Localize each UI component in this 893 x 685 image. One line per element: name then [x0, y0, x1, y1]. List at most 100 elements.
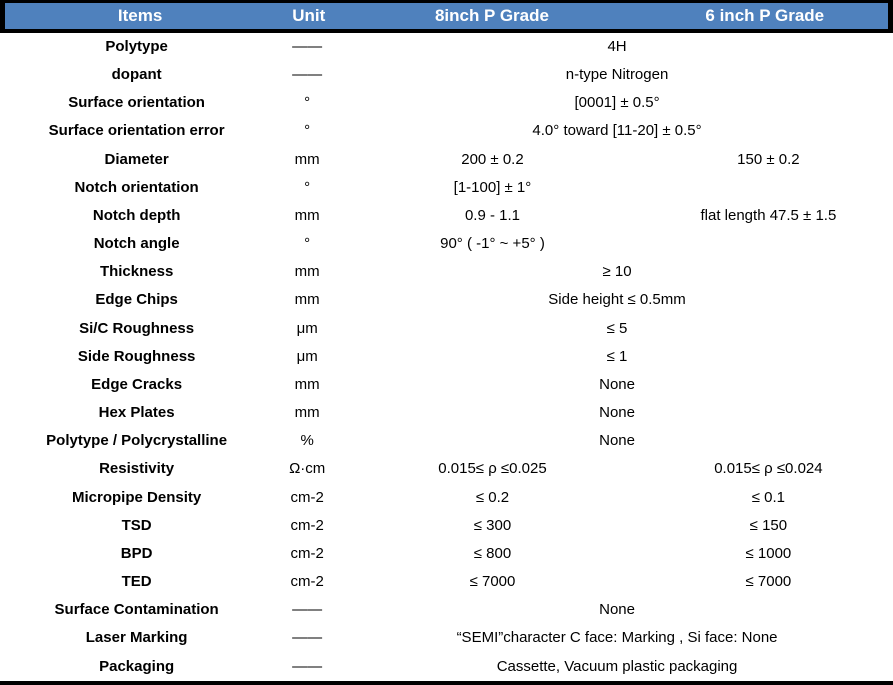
- merged-value: Side height ≤ 0.5mm: [548, 292, 686, 309]
- table-row: Edge Cracks mm None: [0, 371, 893, 399]
- table-row: Notch depth mm 0.9 - 1.1 flat length 47.5 ±…: [0, 202, 893, 230]
- unit-value: cm-2: [290, 517, 324, 534]
- value-8inch: 90° ( -1° ~ +5° ): [440, 236, 545, 253]
- merged-value: 4H: [607, 38, 627, 55]
- unit-value: μm: [296, 348, 318, 365]
- table-row: TED cm-2 ≤ 7000 ≤ 7000: [0, 568, 893, 596]
- table-row: Polytype / Polycrystalline% None: [0, 427, 893, 455]
- value-8inch: 200 ± 0.2: [461, 151, 524, 168]
- unit-value: °: [304, 95, 311, 112]
- unit-value: ——: [292, 602, 323, 619]
- merged-value: None: [599, 376, 635, 393]
- unit-value: Ω·cm: [289, 461, 326, 478]
- header-unit: Unit: [292, 6, 326, 25]
- table-header-row: Items Unit 8inch P Grade 6 inch P Grade: [0, 0, 893, 33]
- item-label: Notch orientation: [74, 179, 199, 196]
- item-label: Si/C Roughness: [79, 320, 195, 337]
- merged-value: None: [599, 433, 635, 450]
- unit-value: ——: [292, 67, 323, 83]
- unit-value: °: [304, 179, 311, 196]
- unit-value: cm-2: [290, 545, 324, 562]
- merged-value: None: [599, 602, 635, 619]
- item-label: Resistivity: [99, 461, 175, 478]
- table-row: Polytype —— 4H: [0, 33, 893, 61]
- table-row: TSD cm-2 ≤ 300 ≤ 150: [0, 512, 893, 540]
- item-label: dopant: [111, 67, 162, 83]
- merged-value: 4.0° toward [11-20] ± 0.5°: [532, 123, 702, 140]
- unit-value: ——: [292, 658, 323, 675]
- merged-value: Cassette, Vacuum plastic packaging: [496, 658, 738, 675]
- table-row: Thickness mm ≥ 10: [0, 258, 893, 286]
- value-8inch: 0.015≤ ρ ≤0.025: [438, 461, 547, 478]
- table-row: Laser Marking —— “SEMI”character C face: M…: [0, 625, 893, 653]
- item-label: Edge Cracks: [91, 376, 183, 393]
- table-row: Hex Plates mm None: [0, 399, 893, 427]
- table-row: Surface orientation error ° 4.0° toward [1…: [0, 118, 893, 146]
- item-label: Hex Plates: [98, 405, 175, 422]
- merged-value: [0001] ± 0.5°: [574, 95, 660, 112]
- unit-value: %: [300, 433, 314, 450]
- item-label: Diameter: [104, 151, 169, 168]
- merged-value: “SEMI”character C face: Marking , Si fac…: [456, 630, 778, 647]
- item-label: Surface orientation error: [48, 123, 225, 140]
- merged-value: ≤ 5: [606, 320, 628, 337]
- value-8inch: ≤ 7000: [469, 574, 516, 591]
- table-row: dopant —— n-type Nitrogen: [0, 61, 893, 89]
- header-items: Items: [117, 6, 163, 25]
- value-8inch: [1-100] ± 1°: [453, 179, 532, 196]
- merged-value: ≥ 10: [602, 264, 632, 281]
- value-6inch: ≤ 1000: [745, 545, 792, 562]
- header-6inch-p-grade: 6 inch P Grade: [705, 6, 825, 25]
- value-6inch: ≤ 7000: [745, 574, 792, 591]
- value-8inch: ≤ 0.2: [475, 489, 510, 506]
- table-row: Edge Chips mm Side height ≤ 0.5mm: [0, 287, 893, 315]
- item-label: Notch depth: [92, 207, 181, 224]
- value-6inch: ≤ 150: [749, 517, 788, 534]
- unit-value: mm: [294, 264, 320, 281]
- unit-value: ——: [292, 38, 323, 55]
- table-row: Notch orientation ° [1-100] ± 1°: [0, 174, 893, 202]
- value-8inch: ≤ 800: [473, 545, 512, 562]
- unit-value: cm-2: [290, 489, 324, 506]
- table-row: Side Roughness μm ≤ 1: [0, 343, 893, 371]
- item-label: Thickness: [99, 264, 174, 281]
- unit-value: °: [304, 123, 311, 140]
- unit-value: mm: [294, 207, 320, 224]
- value-6inch: 0.015≤ ρ ≤0.024: [714, 461, 823, 478]
- table-row: Micropipe Density cm-2 ≤ 0.2 ≤ 0.1: [0, 484, 893, 512]
- table-row: Notch angle ° 90° ( -1° ~ +5° ): [0, 230, 893, 258]
- table-body: Polytype —— 4H dopant —— n-type Nitrogen Surfa…: [0, 33, 893, 685]
- item-label: Surface orientation: [68, 95, 205, 112]
- item-label: Packaging: [99, 658, 175, 675]
- item-label: TED: [121, 574, 152, 591]
- table-row: BPD cm-2 ≤ 800 ≤ 1000: [0, 540, 893, 568]
- merged-value: None: [599, 405, 635, 422]
- value-6inch: flat length 47.5 ± 1.5: [700, 207, 837, 224]
- value-8inch: 0.9 - 1.1: [464, 207, 520, 224]
- table-row: Si/C Roughness μm ≤ 5: [0, 315, 893, 343]
- item-label: BPD: [120, 545, 153, 562]
- item-label: Notch angle: [93, 236, 180, 253]
- item-label: TSD: [121, 517, 152, 534]
- table-row: Diameter mm 200 ± 0.2 150 ± 0.2: [0, 146, 893, 174]
- unit-value: cm-2: [290, 574, 324, 591]
- value-6inch: 150 ± 0.2: [737, 151, 800, 168]
- value-6inch: ≤ 0.1: [751, 489, 786, 506]
- unit-value: °: [304, 236, 311, 253]
- value-8inch: ≤ 300: [473, 517, 512, 534]
- item-label: Edge Chips: [95, 292, 178, 309]
- item-label: Laser Marking: [85, 630, 188, 647]
- item-label: Surface Contamination: [54, 602, 219, 619]
- header-8inch-p-grade: 8inch P Grade: [434, 6, 549, 25]
- merged-value: ≤ 1: [606, 348, 628, 365]
- merged-value: n-type Nitrogen: [565, 67, 669, 83]
- item-label: Micropipe Density: [72, 489, 202, 506]
- table-row: Surface Contamination —— None: [0, 596, 893, 624]
- item-label: Polytype / Polycrystalline: [46, 433, 228, 450]
- unit-value: mm: [294, 405, 320, 422]
- unit-value: ——: [292, 630, 323, 647]
- item-label: Side Roughness: [77, 348, 196, 365]
- table-row: Resistivity Ω·cm 0.015≤ ρ ≤0.025 0.015≤ ρ ≤…: [0, 456, 893, 484]
- unit-value: mm: [294, 151, 320, 168]
